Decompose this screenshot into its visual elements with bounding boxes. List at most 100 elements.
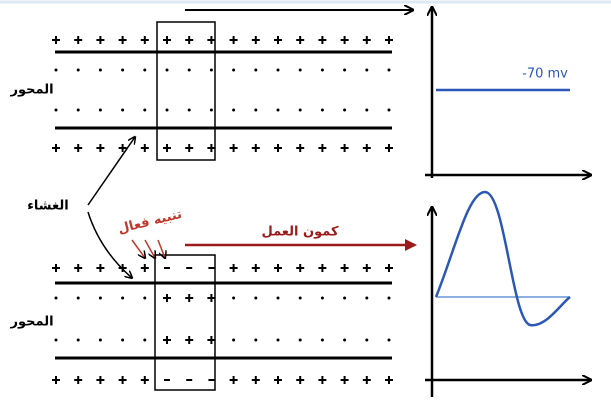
charge-plus (340, 376, 349, 384)
charge-plus (118, 36, 127, 44)
charge-plus (274, 264, 282, 272)
charge-plus (74, 36, 83, 44)
charge-plus (74, 144, 83, 152)
charge-plus (185, 336, 194, 344)
charge-plus (251, 144, 260, 152)
charge-plus (185, 36, 194, 44)
charge-dot (187, 68, 191, 72)
axon-label: المحور (9, 83, 53, 98)
charge-plus (362, 264, 371, 272)
charge-plus (318, 376, 327, 384)
charge-plus (96, 264, 105, 272)
charge-dot (232, 296, 236, 300)
charge-dot (121, 108, 125, 112)
action-potential-curve (434, 190, 571, 327)
charge-dot (320, 338, 324, 342)
charge-plus (140, 36, 149, 44)
charge-plus (318, 36, 327, 44)
charge-dot (387, 68, 391, 72)
charge-plus (163, 294, 171, 302)
charge-plus (207, 336, 216, 344)
charge-plus (163, 36, 171, 44)
charge-plus (163, 144, 171, 152)
stimulus-arrow (131, 239, 145, 258)
charge-dot (298, 108, 302, 112)
charge-plus (318, 264, 327, 272)
pointer (87, 137, 135, 206)
charge-dot (143, 338, 147, 342)
charge-dot (276, 296, 280, 300)
charge-plus (74, 264, 83, 272)
charge-plus (163, 336, 171, 344)
charge-dot (209, 68, 213, 72)
charge-plus (207, 36, 216, 44)
charge-dot (98, 296, 102, 300)
charge-dot (387, 296, 391, 300)
charge-plus (362, 376, 371, 384)
region-box (156, 21, 216, 161)
charge-dot (343, 68, 347, 72)
charge-dot (187, 108, 191, 112)
pointer (87, 211, 132, 278)
charge-dot (276, 338, 280, 342)
charge-plus (229, 144, 238, 152)
charge-plus (296, 144, 305, 152)
charge-dot (76, 108, 80, 112)
charge-plus (274, 144, 282, 152)
charge-dot (276, 108, 280, 112)
charge-dot (143, 296, 147, 300)
stimulus-arrows (131, 239, 165, 258)
charge-plus (362, 36, 371, 44)
charge-plus (140, 376, 149, 384)
action-potential-label: كمون العمل (261, 225, 338, 240)
charge-plus (52, 264, 60, 272)
charge-plus (207, 294, 216, 302)
charge-dot (232, 338, 236, 342)
charge-plus (52, 376, 60, 384)
charge-dot (54, 338, 58, 342)
charge-plus (385, 376, 393, 384)
charge-dot (98, 338, 102, 342)
charge-dot (121, 296, 125, 300)
charge-plus (185, 294, 194, 302)
charge-dot (121, 338, 125, 342)
charge-plus (296, 376, 305, 384)
stimulus-label: تنبيه فعال (117, 207, 184, 237)
charge-plus (140, 144, 149, 152)
charge-dot (143, 108, 147, 112)
charge-plus (362, 144, 371, 152)
charge-dot (298, 338, 302, 342)
charge-dot (320, 68, 324, 72)
charge-plus (274, 36, 282, 44)
charge-dot (365, 108, 369, 112)
charge-dot (276, 68, 280, 72)
charge-dot (343, 108, 347, 112)
charge-plus (251, 264, 260, 272)
charge-dot (54, 108, 58, 112)
charge-plus (251, 36, 260, 44)
charge-dot (54, 296, 58, 300)
axon-label: المحور (9, 315, 53, 330)
charge-dot (254, 68, 258, 72)
charge-plus (229, 376, 238, 384)
charge-plus (318, 144, 327, 152)
resting-label: -70 mv (522, 67, 568, 82)
charge-plus (385, 36, 393, 44)
charge-plus (251, 376, 260, 384)
region-box (154, 254, 216, 391)
charge-plus (340, 36, 349, 44)
charge-plus (229, 264, 238, 272)
charge-dot (365, 68, 369, 72)
charge-dot (76, 338, 80, 342)
charge-dot (298, 68, 302, 72)
charge-plus (296, 36, 305, 44)
charge-dot (143, 68, 147, 72)
charge-dot (76, 296, 80, 300)
charge-plus (229, 36, 238, 44)
charge-dot (298, 296, 302, 300)
charge-dot (343, 296, 347, 300)
charge-plus (96, 144, 105, 152)
charge-plus (52, 144, 60, 152)
charge-dot (365, 338, 369, 342)
